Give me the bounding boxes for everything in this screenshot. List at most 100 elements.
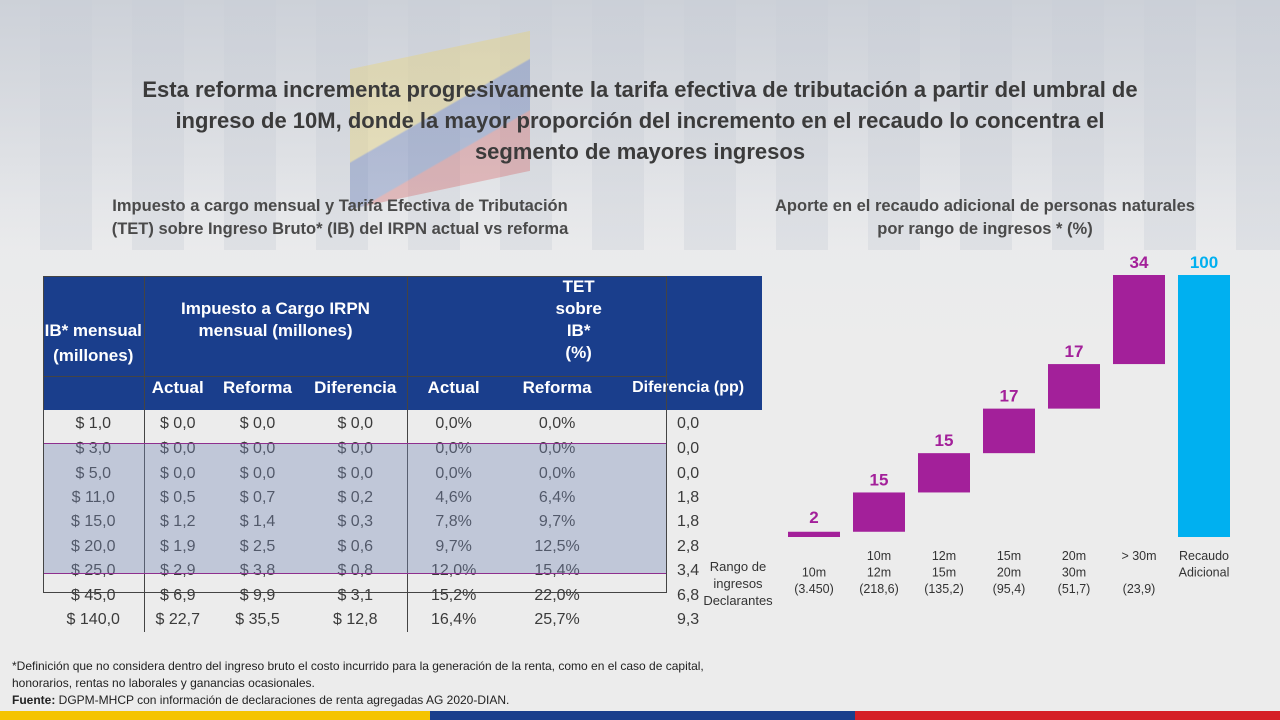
table-cell: 0,0 — [676, 440, 700, 458]
table-cell: 0,0 — [676, 464, 700, 482]
table-cell: 12,0% — [430, 562, 477, 580]
table-body: $ 1,0 $ 0,0 $ 0,0 $ 0,0 0,0% 0,0% 0,0 $ 3,0 $ 0,… — [43, 410, 762, 633]
table-cell: 25,7% — [534, 610, 580, 628]
table-cell: 9,7% — [435, 537, 472, 555]
table-cell: 0,0% — [538, 440, 576, 458]
table-cell: $ 0,6 — [304, 534, 408, 559]
table-cell: $ 0,0 — [159, 414, 196, 432]
table-cell: 6,8 — [676, 586, 700, 604]
table-cell: 2,8 — [676, 537, 700, 555]
table-cell: $ 0,3 — [304, 510, 408, 535]
table-cell: $ 2,9 — [159, 562, 196, 580]
category-label: (23,9) — [1123, 582, 1156, 596]
table-cell: $ 0,0 — [304, 437, 408, 462]
table-cell: 0,0% — [538, 464, 576, 482]
category-label: 30m — [1062, 566, 1086, 580]
table-cell: $ 0,5 — [159, 488, 196, 506]
table-cell: $ 0,2 — [304, 485, 408, 511]
table-row: $ 25,0 $ 2,9 $ 3,8 $ 0,8 12,0% 15,4% 3,4 — [43, 558, 762, 584]
table-cell: 15,4% — [534, 562, 580, 580]
table-row: $ 20,0 $ 1,9 $ 2,5 $ 0,6 9,7% 12,5% 2,8 — [43, 534, 762, 559]
brand-color-bar — [0, 711, 1280, 720]
table-title: Impuesto a cargo mensual y Tarifa Efecti… — [111, 197, 569, 238]
table-cell: $ 6,9 — [159, 586, 196, 604]
table-cell: 0,0% — [435, 464, 472, 482]
table-cell: $ 3,8 — [239, 562, 276, 580]
segment-bar — [853, 492, 905, 532]
source-label: Fuente: — [12, 693, 56, 707]
data-label: 2 — [809, 508, 818, 527]
category-label: (51,7) — [1058, 582, 1091, 596]
table-cell: $ 0,0 — [239, 414, 276, 432]
header-impuesto-group: Impuesto a Cargo IRPN mensual (millones) — [144, 276, 408, 364]
table-cell: $ 22,7 — [155, 610, 200, 628]
header-tet-reforma: Reforma — [499, 364, 615, 410]
category-label: 12m — [867, 566, 891, 580]
table-cell: 6,4% — [538, 488, 576, 506]
table-cell: 1,8 — [676, 513, 700, 531]
segment-bar — [983, 408, 1035, 454]
brand-bar-red — [855, 711, 1280, 720]
table-cell: 22,0% — [534, 586, 580, 604]
category-label: 10m — [802, 566, 826, 580]
category-label: (95,4) — [993, 582, 1026, 596]
segment-bar — [788, 531, 840, 537]
table-cell: $ 0,0 — [159, 464, 196, 482]
slide-title: Esta reforma incrementa progresivamente … — [142, 77, 1138, 164]
header-tet-actual: Actual — [407, 364, 500, 410]
category-label: 20m — [997, 566, 1021, 580]
segment-bar — [1113, 275, 1165, 365]
category-label: 20m — [1062, 549, 1086, 563]
category-label: 15m — [997, 549, 1021, 563]
table-cell: 12,5% — [534, 537, 580, 555]
data-label: 15 — [935, 431, 954, 450]
table-row: $ 45,0 $ 6,9 $ 9,9 $ 3,1 15,2% 22,0% 6,8 — [43, 583, 762, 608]
table-cell: $ 9,9 — [239, 586, 276, 604]
data-label: 17 — [1065, 342, 1084, 361]
header-actual: Actual — [144, 364, 211, 410]
category-label: Recaudo — [1179, 549, 1229, 563]
header-ib: IB* mensual (millones) — [43, 276, 145, 410]
category-label: (218,6) — [859, 582, 899, 596]
table-cell: 3,4 — [676, 562, 700, 580]
table-cell: $ 1,2 — [159, 513, 196, 531]
data-label: 100 — [1190, 253, 1218, 272]
table-cell: $ 12,8 — [304, 607, 408, 633]
table-cell: $ 1,9 — [159, 537, 196, 555]
table-cell: $ 20,0 — [43, 534, 145, 559]
footnote: *Definición que no considera dentro del … — [12, 658, 732, 709]
category-label: > 30m — [1121, 549, 1156, 563]
brand-bar-yellow — [0, 711, 430, 720]
table-cell: 9,3 — [676, 610, 700, 628]
table-cell: $ 35,5 — [235, 610, 280, 628]
category-label: (135,2) — [924, 582, 964, 596]
segment-bar — [1048, 364, 1100, 409]
table-cell: $ 1,0 — [43, 410, 145, 437]
table-cell: $ 0,0 — [159, 440, 196, 458]
table-row: $ 5,0 $ 0,0 $ 0,0 $ 0,0 0,0% 0,0% 0,0 — [43, 461, 762, 486]
data-label: 15 — [870, 470, 889, 489]
table-cell: $ 1,4 — [239, 513, 276, 531]
category-label: 15m — [932, 566, 956, 580]
table-cell: 7,8% — [435, 513, 472, 531]
table-row: $ 11,0 $ 0,5 $ 0,7 $ 0,2 4,6% 6,4% 1,8 — [43, 485, 762, 511]
header-reforma: Reforma — [211, 364, 304, 410]
category-label: 12m — [932, 549, 956, 563]
table-row: $ 140,0 $ 22,7 $ 35,5 $ 12,8 16,4% 25,7% 9,3 — [43, 607, 762, 633]
header-tet-group: TET sobre IB* (%) — [407, 276, 762, 364]
segment-bar — [918, 453, 970, 493]
table-cell: $ 25,0 — [43, 558, 145, 584]
table-row: $ 15,0 $ 1,2 $ 1,4 $ 0,3 7,8% 9,7% 1,8 — [43, 510, 762, 535]
source-text: DGPM-MHCP con información de declaracion… — [55, 693, 510, 707]
row-label: ingresos — [713, 576, 763, 591]
table-cell: $ 15,0 — [43, 510, 145, 535]
brand-bar-blue — [430, 711, 855, 720]
table-cell: $ 11,0 — [43, 485, 145, 511]
table-cell: 0,0 — [676, 414, 700, 432]
table-cell: $ 0,0 — [239, 440, 276, 458]
table-cell: 16,4% — [430, 610, 477, 628]
table-row: $ 3,0 $ 0,0 $ 0,0 $ 0,0 0,0% 0,0% 0,0 — [43, 437, 762, 462]
table-cell: $ 140,0 — [43, 607, 145, 633]
table-cell: $ 45,0 — [43, 583, 145, 608]
table-cell: $ 0,0 — [239, 464, 276, 482]
